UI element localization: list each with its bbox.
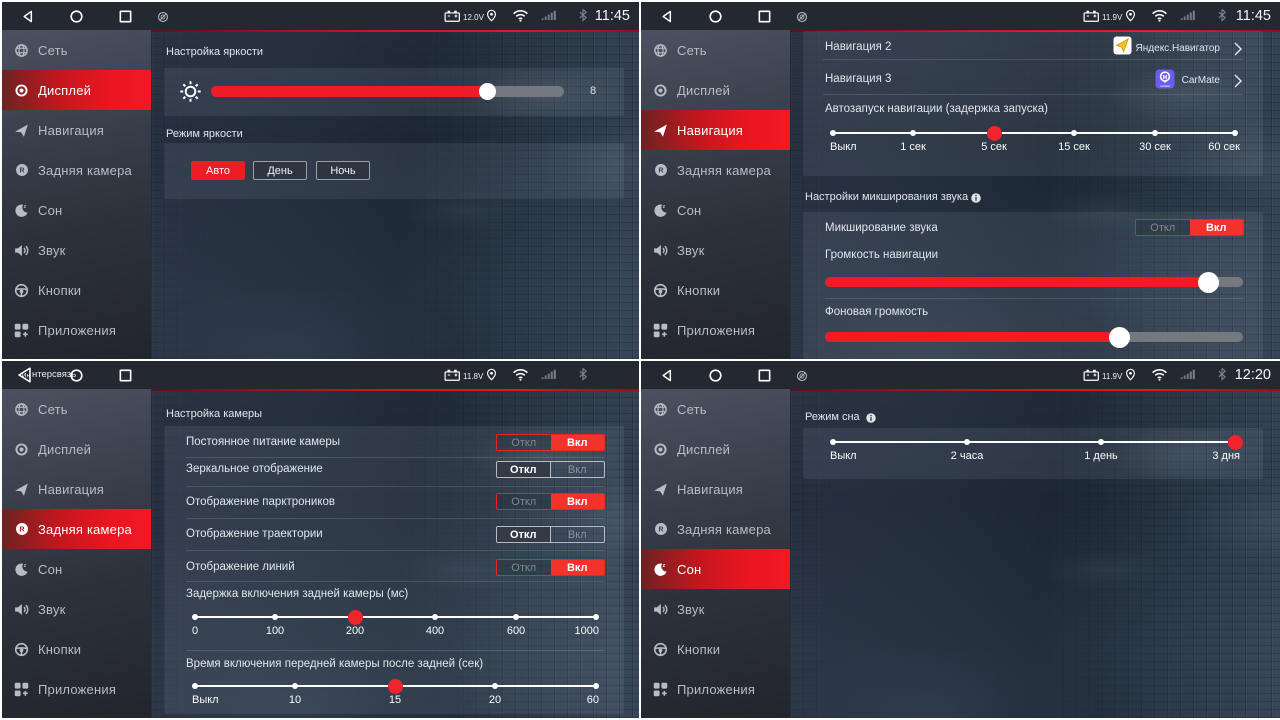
svg-text:R: R <box>658 168 663 175</box>
svg-text:M: M <box>1163 75 1168 81</box>
svg-text:R: R <box>19 527 24 534</box>
svg-text:Ин: Ин <box>22 373 31 380</box>
svg-text:z: z <box>663 562 666 568</box>
svg-text:CarMate: CarMate <box>1160 84 1171 88</box>
svg-text:z: z <box>663 203 666 209</box>
svg-text:R: R <box>658 527 663 534</box>
svg-text:z: z <box>24 203 27 209</box>
svg-text:R: R <box>19 168 24 175</box>
svg-text:z: z <box>24 562 27 568</box>
